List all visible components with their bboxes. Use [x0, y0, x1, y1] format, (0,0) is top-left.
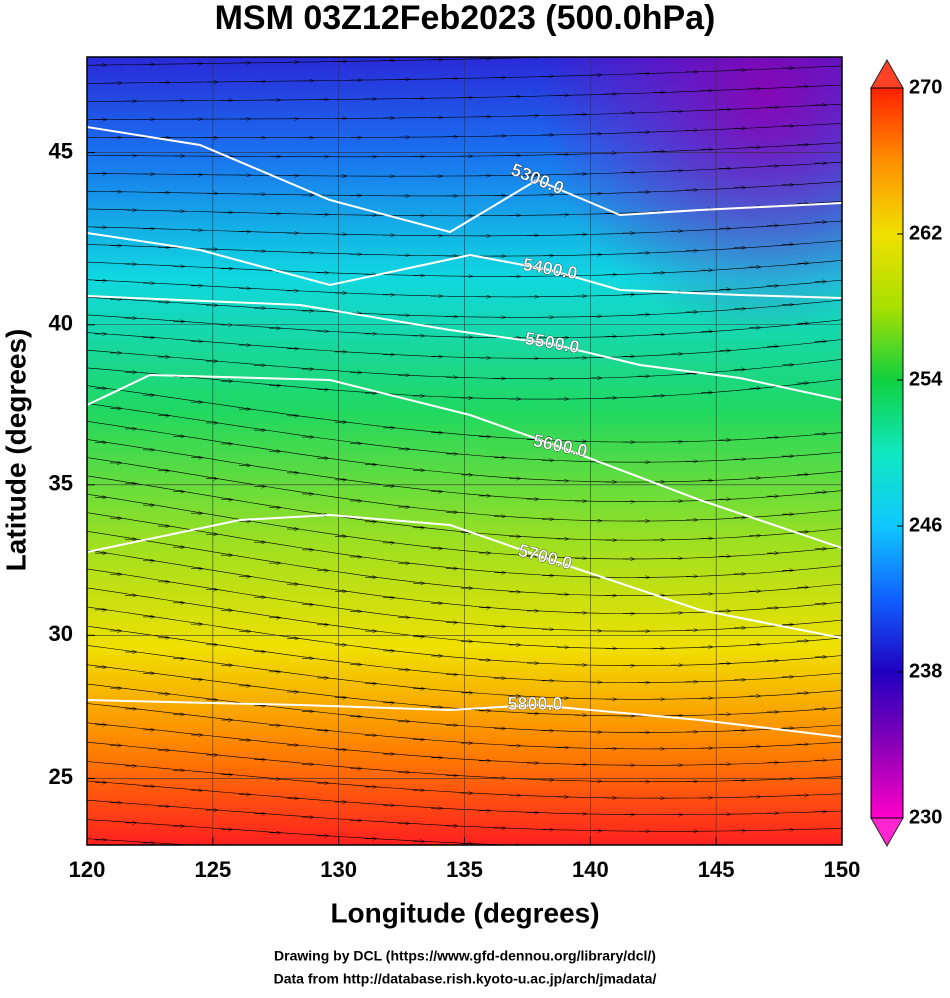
- streamline: [87, 761, 842, 799]
- streamline: [87, 625, 842, 683]
- colorbar-tick-label: 254: [909, 368, 943, 390]
- y-tick-label: 25: [49, 764, 73, 789]
- streamline: [87, 683, 842, 733]
- streamline: [87, 161, 842, 177]
- streamline: [87, 606, 842, 667]
- streamline: [87, 65, 842, 84]
- streamline: [87, 799, 842, 832]
- streamline: [87, 297, 842, 318]
- colorbar-tick-label: 270: [909, 76, 942, 98]
- streamline: [87, 279, 842, 298]
- x-tick-label: 140: [572, 857, 609, 882]
- streamline: [87, 512, 842, 578]
- colorbar-tick-label: 246: [909, 514, 942, 536]
- contour-line: [87, 232, 842, 299]
- streamline: [87, 722, 842, 766]
- y-tick-label: 45: [49, 138, 73, 163]
- streamline: [87, 220, 842, 237]
- y-tick-label: 35: [49, 471, 73, 496]
- streamline: [87, 349, 842, 380]
- credit: Data from http://database.rish.kyoto-u.a…: [274, 971, 657, 987]
- streamline: [87, 741, 842, 782]
- contour-label: 5800.0: [507, 694, 562, 714]
- contour-line: [87, 373, 842, 549]
- x-tick-label: 125: [194, 857, 231, 882]
- colorbar: 230 238 246 254 262 270: [870, 58, 943, 848]
- streamline: [87, 181, 842, 197]
- streamline: [87, 103, 842, 120]
- streamline: [87, 367, 842, 400]
- streamline: [87, 84, 842, 102]
- streamline: [87, 549, 842, 614]
- streamline: [87, 314, 842, 339]
- streamline: [87, 57, 565, 66]
- y-tick-label: 40: [49, 311, 73, 336]
- streamline: [87, 142, 842, 158]
- streamline: [87, 493, 842, 560]
- streamline: [87, 645, 842, 700]
- streamline: [87, 403, 842, 463]
- colorbar-body: [870, 87, 904, 819]
- x-tick-label: 130: [320, 857, 357, 882]
- streamline: [87, 332, 842, 359]
- streamline: [87, 240, 842, 257]
- x-tick-label: 135: [446, 857, 483, 882]
- streamline: [87, 260, 842, 277]
- colorbar-tick-label: 262: [909, 222, 942, 244]
- streamline: [87, 123, 842, 138]
- streamline: [87, 531, 842, 597]
- colorbar-max-arrow: [870, 58, 904, 89]
- grid: [87, 57, 842, 845]
- streamline: [87, 421, 842, 483]
- colorbar-tick-label: 230: [909, 806, 942, 828]
- title: MSM 03Z12Feb2023 (500.0hPa): [215, 0, 716, 37]
- streamline: [87, 457, 842, 522]
- streamline: [87, 439, 842, 502]
- streamline: [87, 703, 842, 750]
- streamline: [87, 819, 519, 845]
- y-axis-label: Latitude (degrees): [0, 329, 31, 572]
- y-tick-label: 30: [49, 621, 73, 646]
- contour-line: [87, 513, 842, 639]
- x-axis-label: Longitude (degrees): [330, 897, 599, 928]
- contour-line: [87, 699, 842, 738]
- streamline: [87, 587, 842, 649]
- colorbar-min-arrow: [870, 817, 904, 848]
- streamline: [87, 568, 842, 632]
- x-tick-label: 145: [698, 857, 735, 882]
- credit: Drawing by DCL (https://www.gfd-dennou.o…: [274, 948, 656, 964]
- contour-line: [87, 295, 842, 401]
- x-tick-label: 150: [824, 857, 861, 882]
- streamline: [87, 475, 842, 541]
- colorbar-tick-label: 238: [909, 660, 942, 682]
- x-tick-label: 120: [69, 857, 106, 882]
- streamline: [87, 385, 842, 443]
- contour-line: [87, 126, 842, 234]
- streamline: [87, 780, 842, 815]
